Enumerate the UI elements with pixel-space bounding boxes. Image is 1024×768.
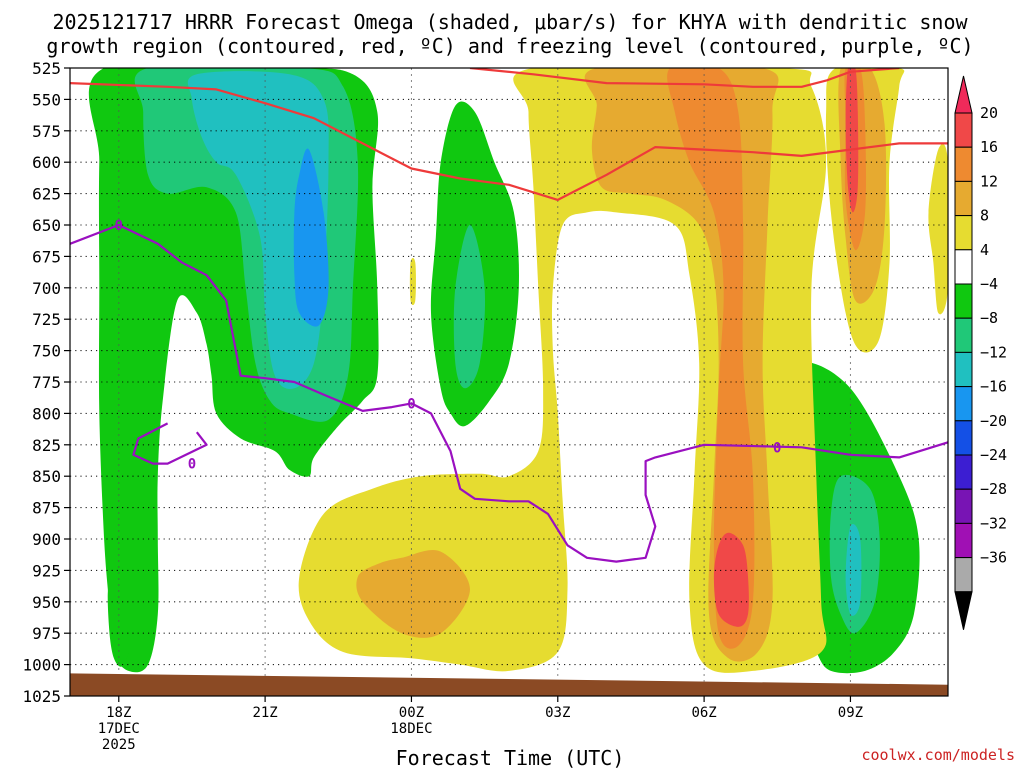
y-tick-label-1000: 1000 (22, 656, 61, 675)
y-tick-label-700: 700 (32, 279, 61, 298)
omega-region-10 (298, 68, 827, 673)
y-tick-label-775: 775 (32, 373, 61, 392)
omega-region-2 (187, 71, 329, 390)
freezing-level-label-1: 0 (407, 396, 415, 412)
y-tick-label-925: 925 (32, 561, 61, 580)
colorbar-swatch-13 (954, 557, 973, 593)
y-tick-label-525: 525 (32, 59, 61, 78)
colorbar-swatch-8 (954, 386, 973, 422)
x-tick-sublabel-00Z-0: 18DEC (390, 721, 432, 737)
omega-region-5 (453, 225, 486, 389)
colorbar-top-arrow (954, 75, 973, 114)
x-tick-sublabel-18Z-0: 17DEC (98, 721, 140, 737)
y-tick-label-600: 600 (32, 153, 61, 172)
chart-title-line-1: 2025121717 HRRR Forecast Omega (shaded, … (52, 10, 968, 34)
colorbar-label-8: −16 (980, 378, 1007, 396)
colorbar-swatch-10 (954, 454, 973, 490)
freezing-level-label-0: 0 (115, 218, 123, 234)
y-tick-label-575: 575 (32, 122, 61, 141)
omega-region-9 (845, 523, 862, 616)
colorbar-swatch-9 (954, 420, 973, 456)
omega-region-6 (107, 573, 134, 667)
chart-title-line-2: growth region (contoured, red, ºC) and f… (46, 34, 973, 58)
omega-region-13 (409, 257, 416, 306)
colorbar-label-0: 20 (980, 104, 998, 122)
y-tick-label-875: 875 (32, 499, 61, 518)
colorbar-swatch-4 (954, 249, 973, 285)
colorbar-label-12: −32 (980, 514, 1007, 532)
x-tick-label-09Z: 09Z (838, 705, 863, 721)
omega-region-20 (845, 68, 859, 213)
omega-region-17 (667, 68, 755, 649)
colorbar-label-2: 12 (980, 172, 998, 190)
colorbar-label-6: −8 (980, 309, 998, 327)
colorbar-label-1: 16 (980, 138, 998, 156)
y-tick-label-1025: 1025 (22, 687, 61, 706)
colorbar-swatch-1 (954, 146, 973, 182)
y-tick-label-900: 900 (32, 530, 61, 549)
ground-surface (70, 673, 948, 696)
y-tick-label-725: 725 (32, 310, 61, 329)
credit-text: coolwx.com/models (861, 746, 1015, 764)
plot-area: 0 0 0 0 (70, 68, 948, 696)
x-tick-label-03Z: 03Z (545, 705, 570, 721)
colorbar-bottom-arrow (954, 591, 973, 630)
colorbar-label-5: −4 (980, 275, 998, 293)
y-tick-label-625: 625 (32, 185, 61, 204)
colorbar-label-3: 8 (980, 207, 989, 225)
colorbar-swatch-5 (954, 283, 973, 319)
y-tick-label-650: 650 (32, 216, 61, 235)
omega-region-12 (928, 143, 948, 315)
ground-layer (70, 673, 948, 696)
omega-region-19 (713, 532, 749, 627)
freezing-level-label-3: 0 (188, 457, 196, 473)
colorbar-label-4: 4 (980, 241, 989, 259)
colorbar-swatch-12 (954, 522, 973, 559)
colorbar-swatch-3 (954, 215, 973, 251)
freezing-level-loop (132, 422, 208, 465)
x-tick-label-06Z: 06Z (691, 705, 716, 721)
x-tick-sublabel-18Z-1: 2025 (102, 737, 136, 753)
freezing-level-line (70, 223, 948, 563)
contour-lines: 0 0 0 0 (70, 68, 948, 563)
y-tick-label-975: 975 (32, 624, 61, 643)
colorbar-swatch-0 (954, 112, 973, 148)
y-tick-label-850: 850 (32, 467, 61, 486)
y-tick-label-825: 825 (32, 436, 61, 455)
colorbar-label-11: −28 (980, 480, 1007, 498)
y-tick-label-675: 675 (32, 247, 61, 266)
colorbar-label-13: −36 (980, 549, 1007, 567)
dgz-contour-0 (70, 82, 948, 201)
freezing-level-label-2: 0 (773, 440, 781, 456)
y-tick-label-750: 750 (32, 342, 61, 361)
x-axis-title: Forecast Time (UTC) (396, 746, 625, 768)
x-tick-label-00Z: 00Z (399, 705, 424, 721)
omega-region-16 (356, 550, 470, 638)
colorbar-swatch-11 (954, 488, 973, 524)
omega-region-3 (293, 148, 329, 327)
colorbar-swatch-7 (954, 351, 973, 388)
y-axis: 525 550 575 600 625 650 675 700 725 750 775 800 825 8… (22, 59, 70, 706)
y-tick-label-800: 800 (32, 404, 61, 423)
colorbar-label-7: −12 (980, 343, 1007, 361)
y-tick-label-950: 950 (32, 593, 61, 612)
x-tick-label-18Z: 18Z (106, 705, 131, 721)
y-tick-label-550: 550 (32, 90, 61, 109)
x-tick-label-21Z: 21Z (252, 705, 277, 721)
colorbar-label-10: −24 (980, 446, 1007, 464)
omega-shading (88, 68, 948, 674)
colorbar-label-9: −20 (980, 412, 1007, 430)
dgz-contour-1 (469, 68, 900, 88)
colorbar: 20 16 12 8 4 −4 −8 −12 −16 −20 −24 −28 −32 −36 (954, 75, 1007, 630)
colorbar-swatch-6 (954, 317, 973, 353)
grid-lines (70, 68, 948, 696)
colorbar-swatch-2 (954, 180, 973, 217)
